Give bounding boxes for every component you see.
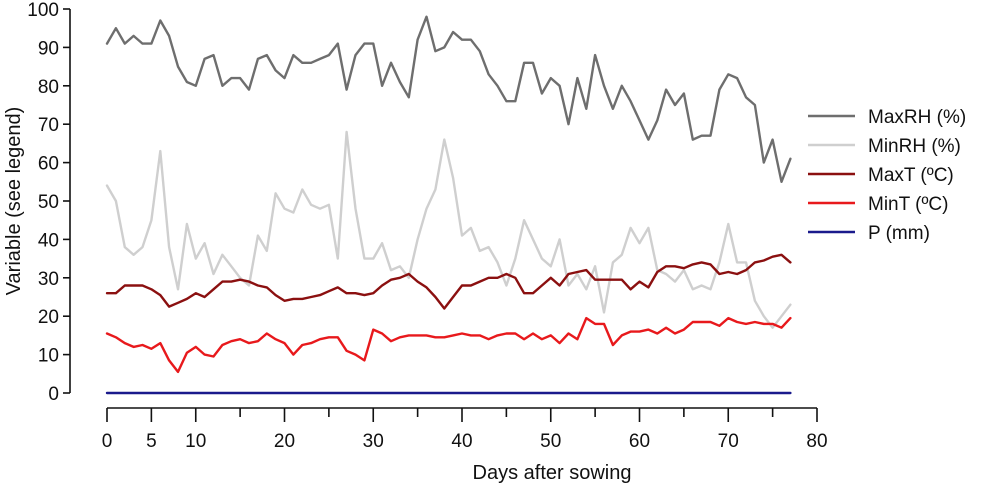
y-tick-label: 0 bbox=[48, 384, 59, 405]
y-tick-label: 50 bbox=[38, 192, 59, 213]
legend-label: MinRH (%) bbox=[868, 136, 961, 157]
x-tick-label: 10 bbox=[185, 431, 206, 452]
legend-label: MinT (ºC) bbox=[868, 194, 948, 215]
x-tick-label: 5 bbox=[146, 431, 157, 452]
legend-label: MaxT (ºC) bbox=[868, 165, 954, 186]
y-tick-label: 10 bbox=[38, 346, 59, 367]
x-tick-label: 0 bbox=[102, 431, 113, 452]
series-line-3 bbox=[105, 316, 792, 374]
legend: MaxRH (%) MinRH (%) MaxT (ºC) MinT (ºC) P (m… bbox=[808, 107, 966, 244]
y-axis-title: Variable (see legend) bbox=[3, 107, 25, 296]
y-tick-label: 80 bbox=[38, 77, 59, 98]
tick-labels: 0 10 20 30 40 50 60 70 80 90 100 0 10 20 30 40 50 60 70 80 5 bbox=[27, 0, 827, 452]
y-tick-label: 20 bbox=[38, 307, 59, 328]
series-lines bbox=[105, 15, 792, 395]
series-line-1 bbox=[105, 130, 792, 329]
series-line-0 bbox=[105, 15, 792, 184]
y-tick-label: 40 bbox=[38, 230, 59, 251]
y-tick-label: 60 bbox=[38, 154, 59, 175]
x-tick-label: 40 bbox=[451, 431, 472, 452]
y-tick-label: 90 bbox=[38, 38, 59, 59]
x-tick-label: 80 bbox=[806, 431, 827, 452]
y-tick-label: 30 bbox=[38, 269, 59, 290]
series-line-2 bbox=[105, 253, 792, 310]
y-tick-label: 100 bbox=[27, 0, 59, 21]
x-tick-label: 70 bbox=[718, 431, 739, 452]
x-tick-label: 60 bbox=[629, 431, 650, 452]
x-tick-label: 20 bbox=[274, 431, 295, 452]
legend-label: MaxRH (%) bbox=[868, 107, 966, 128]
tick-marks bbox=[63, 8, 818, 422]
y-tick-label: 70 bbox=[38, 115, 59, 136]
legend-label: P (mm) bbox=[868, 223, 930, 244]
x-tick-label: 30 bbox=[363, 431, 384, 452]
x-axis-title: Days after sowing bbox=[473, 462, 632, 484]
x-tick-label: 50 bbox=[540, 431, 561, 452]
